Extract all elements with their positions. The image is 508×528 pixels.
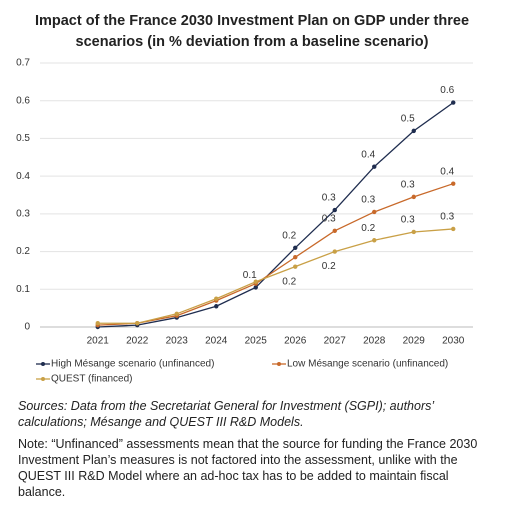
y-tick-label: 0 — [24, 322, 30, 333]
x-tick-label: 2030 — [442, 336, 465, 347]
data-label: 0.6 — [440, 85, 454, 96]
data-point — [411, 194, 416, 200]
data-label: 0.2 — [282, 276, 296, 287]
data-point — [214, 296, 219, 301]
data-point — [411, 128, 416, 134]
chart-title: scenarios (in % deviation from a baselin… — [76, 34, 429, 50]
legend-label: High Mésange scenario (unfinanced) — [51, 359, 214, 370]
y-tick-label: 0.6 — [16, 95, 30, 106]
data-label: 0.3 — [322, 193, 336, 204]
data-point — [253, 285, 258, 290]
data-point — [293, 245, 298, 250]
y-tick-label: 0.4 — [16, 171, 30, 182]
data-label: 0.3 — [322, 213, 336, 224]
data-point — [253, 279, 258, 284]
x-tick-label: 2028 — [363, 336, 386, 347]
data-label: 0.4 — [361, 149, 375, 160]
x-tick-label: 2027 — [324, 336, 347, 347]
x-tick-label: 2021 — [87, 336, 110, 347]
chart-title: Impact of the France 2030 Investment Pla… — [35, 13, 469, 29]
data-point — [214, 304, 219, 309]
data-point — [95, 321, 100, 326]
data-point — [451, 100, 456, 105]
chart: Impact of the France 2030 Investment Pla… — [16, 13, 473, 385]
legend-label: Low Mésange scenario (unfinanced) — [287, 359, 448, 370]
data-label: 0.2 — [361, 223, 375, 234]
data-label: 0.2 — [282, 230, 296, 241]
data-point — [451, 181, 456, 186]
legend-marker — [41, 362, 45, 366]
data-label: 0.1 — [243, 270, 257, 281]
data-point — [174, 311, 179, 316]
y-tick-label: 0.5 — [16, 133, 30, 144]
x-tick-label: 2026 — [284, 336, 307, 347]
y-tick-label: 0.1 — [16, 284, 30, 295]
legend-label: QUEST (financed) — [51, 374, 133, 385]
x-tick-label: 2023 — [166, 336, 189, 347]
series-line — [97, 228, 454, 324]
series-line — [97, 102, 454, 328]
data-point — [293, 264, 298, 269]
data-point — [293, 255, 298, 260]
data-point — [411, 229, 416, 235]
data-point — [372, 209, 377, 215]
data-label: 0.5 — [401, 114, 415, 125]
y-tick-label: 0.7 — [16, 58, 30, 69]
data-point — [372, 164, 377, 169]
x-tick-label: 2022 — [126, 336, 149, 347]
y-tick-label: 0.3 — [16, 208, 30, 219]
data-point — [451, 226, 456, 232]
sources: Sources: Data from the Secretariat Gener… — [18, 399, 434, 429]
data-label: 0.3 — [401, 180, 415, 191]
data-label: 0.3 — [401, 215, 415, 226]
note: Note: “Unfinanced” assessments mean that… — [18, 437, 478, 499]
data-point — [135, 321, 140, 326]
data-point — [332, 207, 337, 213]
data-point — [332, 249, 337, 254]
x-tick-label: 2029 — [403, 336, 426, 347]
data-label: 0.3 — [361, 195, 375, 206]
data-label: 0.3 — [440, 212, 454, 223]
x-tick-label: 2025 — [245, 336, 268, 347]
y-tick-label: 0.2 — [16, 246, 30, 257]
series-line — [97, 183, 454, 326]
data-label: 0.2 — [322, 261, 336, 272]
data-point — [332, 228, 337, 234]
data-label: 0.4 — [440, 166, 454, 177]
legend-marker — [41, 377, 45, 381]
data-point — [372, 238, 377, 243]
x-tick-label: 2024 — [205, 336, 228, 347]
legend-marker — [277, 362, 281, 366]
